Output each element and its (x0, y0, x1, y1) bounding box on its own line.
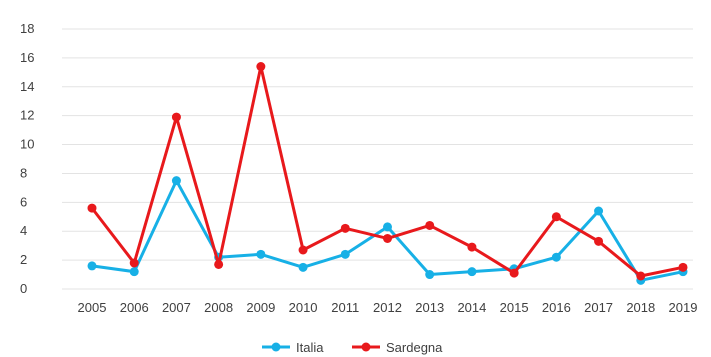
data-point (256, 62, 266, 72)
y-tick-label: 10 (20, 137, 34, 152)
data-point (87, 261, 97, 271)
x-tick-label: 2013 (415, 300, 444, 315)
x-tick-label: 2014 (457, 300, 486, 315)
x-tick-label: 2017 (584, 300, 613, 315)
data-point (171, 112, 181, 122)
data-point (594, 206, 604, 216)
x-tick-label: 2007 (162, 300, 191, 315)
y-tick-label: 18 (20, 21, 34, 36)
series-italia (87, 176, 688, 285)
data-point (678, 262, 688, 272)
legend-swatch-marker (361, 342, 371, 352)
data-point (214, 259, 224, 269)
y-tick-label: 14 (20, 79, 34, 94)
data-point (340, 249, 350, 259)
data-point (129, 267, 139, 277)
x-tick-label: 2019 (669, 300, 698, 315)
y-tick-label: 2 (20, 252, 27, 267)
legend-label: Italia (296, 340, 324, 355)
legend-swatch-marker (271, 342, 281, 352)
series-lines (87, 62, 688, 285)
data-point (425, 270, 435, 280)
x-tick-label: 2010 (289, 300, 318, 315)
x-tick-label: 2016 (542, 300, 571, 315)
y-tick-label: 12 (20, 108, 34, 123)
y-tick-label: 16 (20, 50, 34, 65)
data-point (171, 176, 181, 186)
data-point (87, 203, 97, 213)
y-tick-label: 6 (20, 194, 27, 209)
data-point (594, 236, 604, 246)
x-tick-label: 2015 (500, 300, 529, 315)
y-tick-label: 4 (20, 223, 27, 238)
data-point (383, 233, 392, 243)
data-point (551, 252, 561, 262)
x-tick-label: 2008 (204, 300, 233, 315)
data-point (425, 220, 435, 230)
data-point (256, 249, 266, 259)
x-tick-label: 2006 (120, 300, 149, 315)
x-tick-label: 2018 (626, 300, 655, 315)
data-point (636, 271, 646, 281)
data-point (509, 268, 519, 278)
data-point (383, 222, 392, 232)
series-sardegna (87, 62, 688, 281)
y-tick-label: 0 (20, 281, 27, 296)
legend-label: Sardegna (386, 340, 443, 355)
data-point (298, 245, 308, 255)
data-point (467, 242, 477, 252)
legend-item-sardegna: Sardegna (352, 340, 443, 355)
x-axis: 2005 2006 2007 2008 2009 2010 2011 2012 2013 2014… (78, 300, 698, 315)
data-point (467, 267, 477, 277)
x-tick-label: 2011 (331, 300, 359, 315)
data-point (298, 262, 308, 272)
x-tick-label: 2005 (78, 300, 107, 315)
data-point (129, 258, 139, 268)
x-tick-label: 2012 (373, 300, 402, 315)
data-point (551, 212, 561, 222)
y-axis: 0 2 4 6 8 10 12 14 16 18 (20, 21, 34, 296)
data-point (340, 223, 350, 233)
grid-lines (62, 28, 693, 290)
legend: Italia Sardegna (262, 340, 443, 355)
legend-item-italia: Italia (262, 340, 324, 355)
y-tick-label: 8 (20, 165, 27, 180)
x-tick-label: 2009 (246, 300, 275, 315)
series-line (90, 65, 684, 278)
